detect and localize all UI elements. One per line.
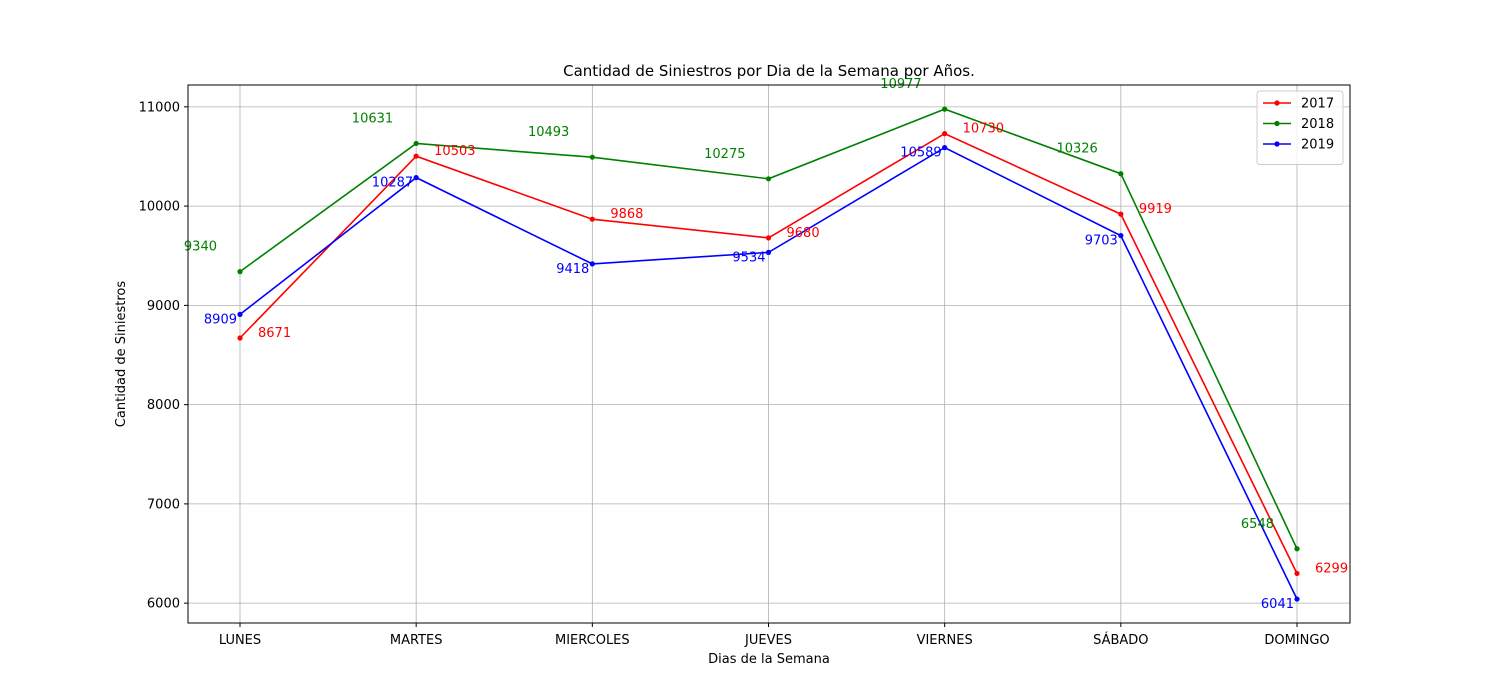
series-2019	[237, 145, 1300, 602]
y-tick-label-7000: 7000	[147, 497, 180, 512]
data-point-2019-miercoles	[589, 261, 595, 267]
legend-label-2018: 2018	[1301, 117, 1334, 132]
data-label-2019-miercoles: 9418	[556, 262, 589, 277]
x-tick-label-jueves: JUEVES	[744, 633, 792, 648]
data-point-2019-domingo	[1294, 596, 1300, 602]
data-point-2017-miercoles	[589, 216, 595, 222]
y-tick-label-10000: 10000	[139, 200, 180, 215]
legend-swatch-marker	[1274, 100, 1280, 106]
legend-box	[1256, 90, 1344, 165]
data-label-2019-domingo: 6041	[1261, 597, 1294, 612]
data-point-2017-jueves	[765, 235, 772, 241]
series-lines	[237, 106, 1300, 602]
data-point-2017-lunes	[237, 335, 243, 341]
data-point-2018-sabado	[1118, 171, 1124, 177]
data-label-2018-lunes: 9340	[184, 240, 217, 255]
data-label-2018-jueves: 10275	[704, 147, 745, 162]
data-point-2018-viernes	[942, 106, 948, 112]
data-label-2019-lunes: 8909	[204, 312, 237, 327]
x-axis-title: Dias de la Semana	[708, 652, 830, 667]
data-point-2019-martes	[413, 175, 419, 181]
legend-swatch-marker	[1274, 141, 1280, 147]
data-point-2019-lunes	[237, 311, 243, 317]
data-point-2019-jueves	[765, 249, 772, 255]
legend: 2017 2018 2019	[1256, 90, 1344, 165]
data-label-2019-viernes: 10589	[900, 146, 941, 161]
y-axis-ticks: 6000 7000 8000 9000 10000 11000	[139, 100, 188, 612]
legend-item-2017: 2017	[1263, 97, 1334, 112]
data-point-2019-viernes	[942, 145, 948, 151]
data-label-2018-sabado: 10326	[1056, 142, 1097, 157]
data-point-2018-jueves	[765, 176, 772, 182]
data-label-2017-domingo: 6299	[1315, 561, 1348, 576]
data-label-2017-sabado: 9919	[1139, 202, 1172, 217]
x-tick-label-lunes: LUNES	[219, 633, 261, 648]
data-label-2019-jueves: 9534	[732, 250, 765, 265]
data-point-2019-sabado	[1118, 232, 1124, 239]
x-tick-label-viernes: VIERNES	[917, 633, 973, 648]
y-axis-title: Cantidad de Siniestros	[114, 281, 129, 428]
x-axis-ticks: LUNES MARTES MIERCOLES JUEVES VIERNES SÁBADO D…	[219, 623, 1330, 648]
data-point-2018-lunes	[237, 269, 243, 275]
y-tick-label-9000: 9000	[147, 299, 180, 314]
data-label-2017-lunes: 8671	[258, 326, 291, 341]
data-label-2018-martes: 10631	[352, 111, 393, 126]
legend-swatch-marker	[1274, 120, 1280, 127]
series-2018	[237, 106, 1300, 552]
legend-item-2019: 2019	[1263, 138, 1334, 153]
data-point-2018-domingo	[1294, 546, 1300, 552]
data-label-2018-miercoles: 10493	[528, 125, 569, 140]
data-label-2017-martes: 10503	[434, 144, 475, 159]
chart-title: Cantidad de Siniestros por Dia de la Sem…	[563, 62, 975, 80]
data-point-2018-martes	[413, 140, 419, 147]
data-label-2017-miercoles: 9868	[610, 207, 643, 222]
data-point-2018-miercoles	[589, 154, 595, 160]
x-tick-label-domingo: DOMINGO	[1264, 633, 1329, 648]
legend-item-2018: 2018	[1263, 117, 1334, 132]
data-label-2017-viernes: 10730	[963, 122, 1004, 137]
data-label-2018-domingo: 6548	[1241, 517, 1274, 532]
data-point-2017-sabado	[1118, 211, 1124, 217]
y-tick-label-8000: 8000	[147, 398, 180, 413]
data-label-2019-martes: 10287	[372, 176, 413, 191]
grid-lines	[188, 85, 1350, 623]
y-tick-label-11000: 11000	[139, 100, 180, 115]
y-tick-label-6000: 6000	[147, 597, 180, 612]
x-tick-label-sabado: SÁBADO	[1093, 632, 1148, 648]
legend-label-2019: 2019	[1301, 138, 1334, 153]
data-label-2019-sabado: 9703	[1085, 234, 1118, 249]
data-point-2017-domingo	[1294, 570, 1300, 577]
x-tick-label-miercoles: MIERCOLES	[555, 633, 630, 648]
series-2017	[237, 131, 1300, 577]
data-label-2017-jueves: 9680	[787, 226, 820, 241]
x-tick-label-martes: MARTES	[390, 633, 443, 648]
legend-label-2017: 2017	[1301, 97, 1334, 112]
data-point-2017-viernes	[942, 131, 948, 137]
data-point-2017-martes	[413, 153, 419, 159]
